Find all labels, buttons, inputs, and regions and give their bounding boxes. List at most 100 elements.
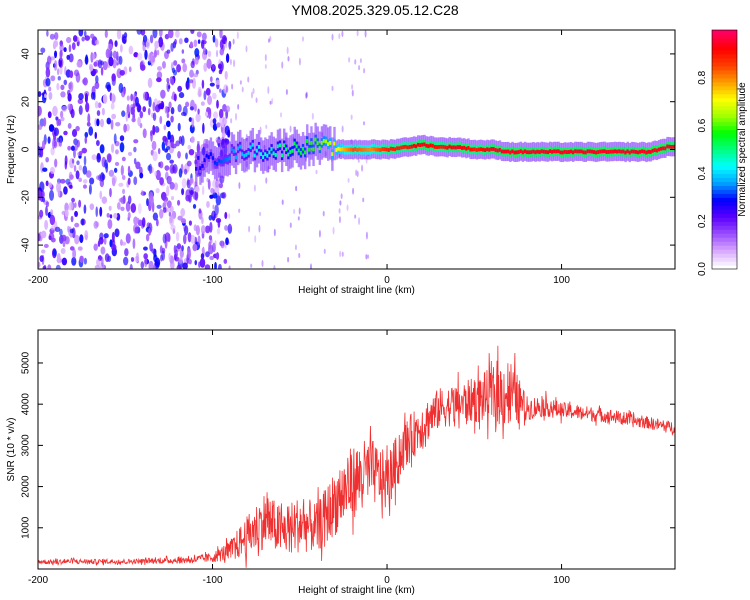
ridge-core [605,150,608,154]
ridge-core [381,147,384,151]
noise-cell [71,42,76,50]
noise-cell [82,165,88,175]
ridge-core [253,153,257,158]
ridge-core [569,149,573,154]
y-tick-label: 40 [21,48,32,60]
noise-cell [209,76,213,83]
noise-cell [53,60,58,71]
noise-cell [137,104,142,113]
noise-cell [162,233,167,244]
colorbar-step [712,193,737,198]
noise-cell [365,231,368,240]
noise-cell [95,75,99,84]
noise-cell [208,235,213,241]
noise-cell [154,40,160,49]
noise-cell [186,77,190,84]
noise-cell [311,112,314,120]
colorbar-step [712,153,737,159]
noise-cell [156,49,160,56]
x-tick-label: 0 [384,575,390,586]
noise-cell [73,69,80,77]
noise-cell [93,243,98,251]
noise-cell [148,227,152,236]
noise-cell [159,208,164,219]
noise-cell [139,172,144,179]
noise-cell [162,207,167,213]
colorbar-step [712,205,737,210]
noise-cell [175,30,180,38]
noise-cell [183,234,187,245]
noise-cell [208,215,213,221]
ridge-core [546,150,550,155]
noise-cell [189,177,193,186]
ridge-core [624,150,627,155]
ridge-core [377,147,380,152]
noise-cell [238,182,241,189]
noise-cell [84,230,89,241]
noise-cell [76,160,80,166]
ridge-core [622,149,625,154]
noise-cell [361,164,364,172]
noise-cell [133,176,138,186]
ridge-core [620,149,623,154]
noise-cell [73,165,77,173]
noise-cell [74,144,78,151]
noise-cell [66,54,70,60]
noise-cell [137,116,141,127]
noise-cell [331,85,334,92]
ridge-core [494,148,497,152]
noise-cell [216,227,221,235]
noise-cell [58,57,64,69]
colorbar-step [712,241,737,246]
noise-cell [358,65,361,71]
ridge-core [618,149,621,154]
colorbar-step [712,185,737,190]
noise-cell [60,110,64,119]
noise-cell [165,152,172,161]
noise-cell [192,204,197,209]
noise-cell [99,206,103,217]
ridge-core [559,150,562,155]
noise-cell [221,122,224,128]
colorbar-step [712,89,737,95]
ridge-core [331,152,334,157]
noise-cell [245,45,248,53]
ridge-core [458,145,462,149]
noise-cell [295,185,298,192]
noise-cell [59,49,63,58]
noise-cell [205,251,210,258]
noise-cell [68,53,74,63]
noise-cell [110,93,116,104]
noise-cell [267,38,270,43]
noise-cell [133,157,137,165]
noise-cell [156,71,163,79]
noise-cell [301,36,304,42]
noise-cell [41,190,45,199]
noise-cell [125,233,131,244]
noise-cell [67,103,73,111]
noise-cell [228,265,231,269]
noise-cell [136,30,142,35]
ridge-core [287,152,290,157]
noise-cell [197,235,201,246]
noise-cell [159,177,164,186]
noise-cell [166,81,170,93]
noise-cell [104,159,108,169]
noise-cell [41,249,46,254]
noise-cell [158,103,164,110]
noise-cell [78,164,83,171]
noise-cell [127,195,132,205]
ridge-core [542,149,546,154]
noise-cell [119,44,123,53]
noise-cell [363,121,366,126]
noise-cell [162,61,166,69]
ridge-core [672,144,675,149]
noise-cell [188,220,192,226]
noise-cell [52,249,57,257]
ridge-core [551,149,554,154]
noise-cell [212,34,216,43]
noise-cell [140,64,146,71]
noise-cell [67,145,72,151]
noise-cell [38,233,41,242]
noise-cell [175,140,180,147]
